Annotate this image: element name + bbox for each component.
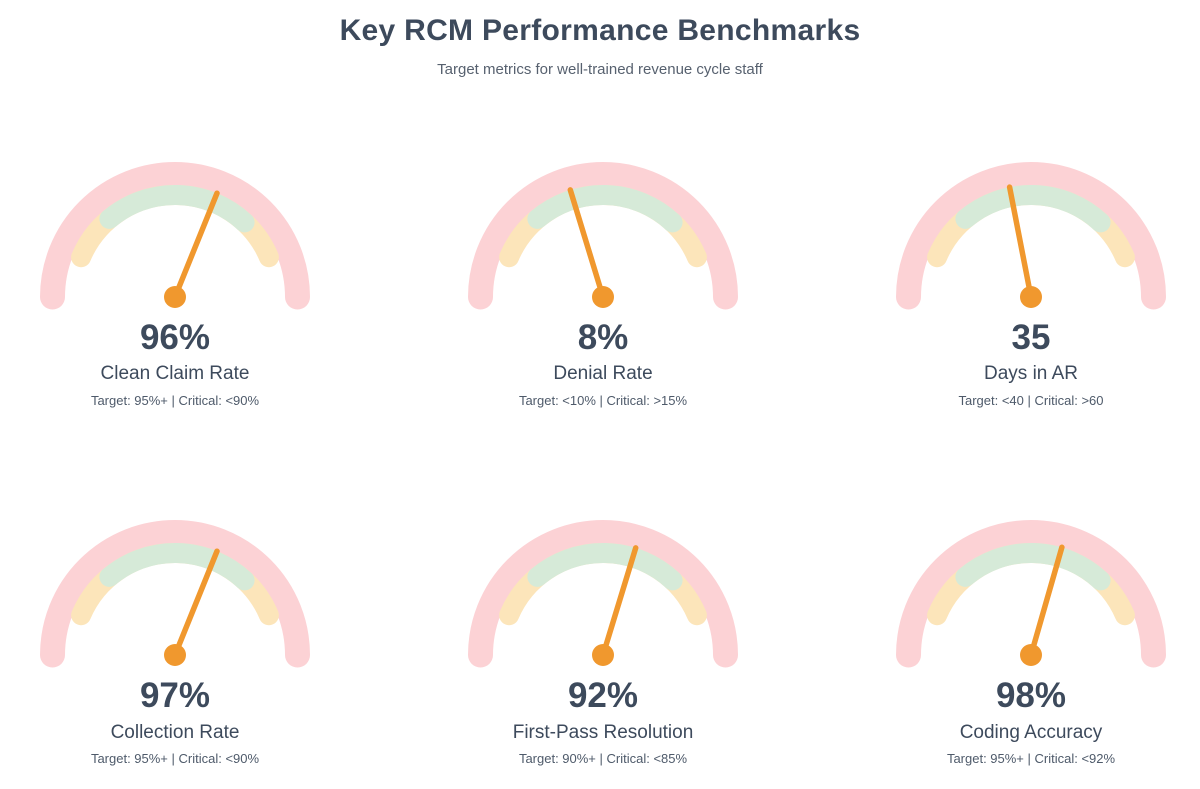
gauge-needle: [1006, 184, 1034, 300]
gauge-grid: 96% Clean Claim Rate Target: 95%+ | Crit…: [0, 157, 1200, 767]
gauge-good-band: [99, 185, 255, 233]
gauge-needle-hub: [164, 644, 186, 667]
gauge-chart: [40, 520, 310, 668]
gauge-outer-arc: [468, 520, 738, 668]
gauge-chart: [468, 162, 738, 310]
gauge-card: 92% First-Pass Resolution Target: 90%+ |…: [463, 515, 743, 766]
gauge-good-band: [99, 543, 255, 591]
gauge-needle: [567, 187, 606, 300]
gauge-needle-hub: [1020, 644, 1042, 667]
gauge-benchmark: Target: 95%+ | Critical: <90%: [90, 751, 260, 767]
gauge-card: 35 Days in AR Target: <40 | Critical: >6…: [891, 157, 1171, 408]
gauge-needle-hub: [164, 286, 186, 308]
page-title: Key RCM Performance Benchmarks: [339, 14, 861, 47]
gauge-needle: [1028, 544, 1065, 659]
gauge-needle: [172, 190, 220, 300]
gauge-outer-arc: [896, 520, 1166, 668]
gauge-value: 92%: [567, 676, 639, 716]
gauge-label: Collection Rate: [110, 721, 240, 743]
page-subtitle: Target metrics for well-trained revenue …: [437, 61, 763, 78]
gauge-good-band: [527, 543, 683, 591]
gauge-card: 96% Clean Claim Rate Target: 95%+ | Crit…: [35, 157, 315, 408]
gauge-good-band: [955, 543, 1111, 591]
gauge-label: Denial Rate: [553, 363, 653, 385]
gauge-label: Days in AR: [984, 363, 1078, 385]
gauge-chart: [468, 520, 738, 668]
gauge-card: 8% Denial Rate Target: <10% | Critical: …: [463, 157, 743, 408]
gauge-benchmark: Target: 95%+ | Critical: <90%: [90, 393, 260, 409]
gauge-value: 98%: [995, 676, 1067, 716]
gauge-value: 97%: [139, 676, 211, 716]
gauge-card: 97% Collection Rate Target: 95%+ | Criti…: [35, 515, 315, 766]
gauge-chart: [896, 520, 1166, 668]
gauge-benchmark: Target: 95%+ | Critical: <92%: [946, 751, 1116, 767]
gauge-label: Clean Claim Rate: [100, 363, 250, 385]
gauge-value: 35: [1011, 318, 1051, 357]
gauge-benchmark: Target: 90%+ | Critical: <85%: [518, 751, 688, 767]
gauge-outer-arc: [40, 520, 310, 668]
gauge-benchmark: Target: <10% | Critical: >15%: [518, 393, 688, 409]
gauge-label: First-Pass Resolution: [512, 721, 694, 743]
gauge-needle-hub: [592, 644, 614, 667]
gauge-needle-hub: [1020, 286, 1042, 308]
gauge-needle-hub: [592, 286, 614, 308]
gauge-value: 96%: [139, 318, 211, 357]
gauge-outer-arc: [40, 162, 310, 310]
gauge-needle: [600, 545, 639, 659]
gauge-chart: [40, 162, 310, 310]
gauge-label: Coding Accuracy: [959, 721, 1103, 743]
gauge-outer-arc: [468, 162, 738, 310]
gauge-benchmark: Target: <40 | Critical: >60: [958, 393, 1104, 409]
gauge-card: 98% Coding Accuracy Target: 95%+ | Criti…: [891, 515, 1171, 766]
gauge-good-band: [955, 185, 1111, 233]
gauge-value: 8%: [577, 318, 629, 357]
gauge-outer-arc: [896, 162, 1166, 310]
gauge-needle: [172, 548, 220, 659]
gauge-good-band: [527, 185, 683, 233]
gauge-chart: [896, 162, 1166, 310]
page-header: Key RCM Performance Benchmarks Target me…: [0, 0, 1200, 78]
